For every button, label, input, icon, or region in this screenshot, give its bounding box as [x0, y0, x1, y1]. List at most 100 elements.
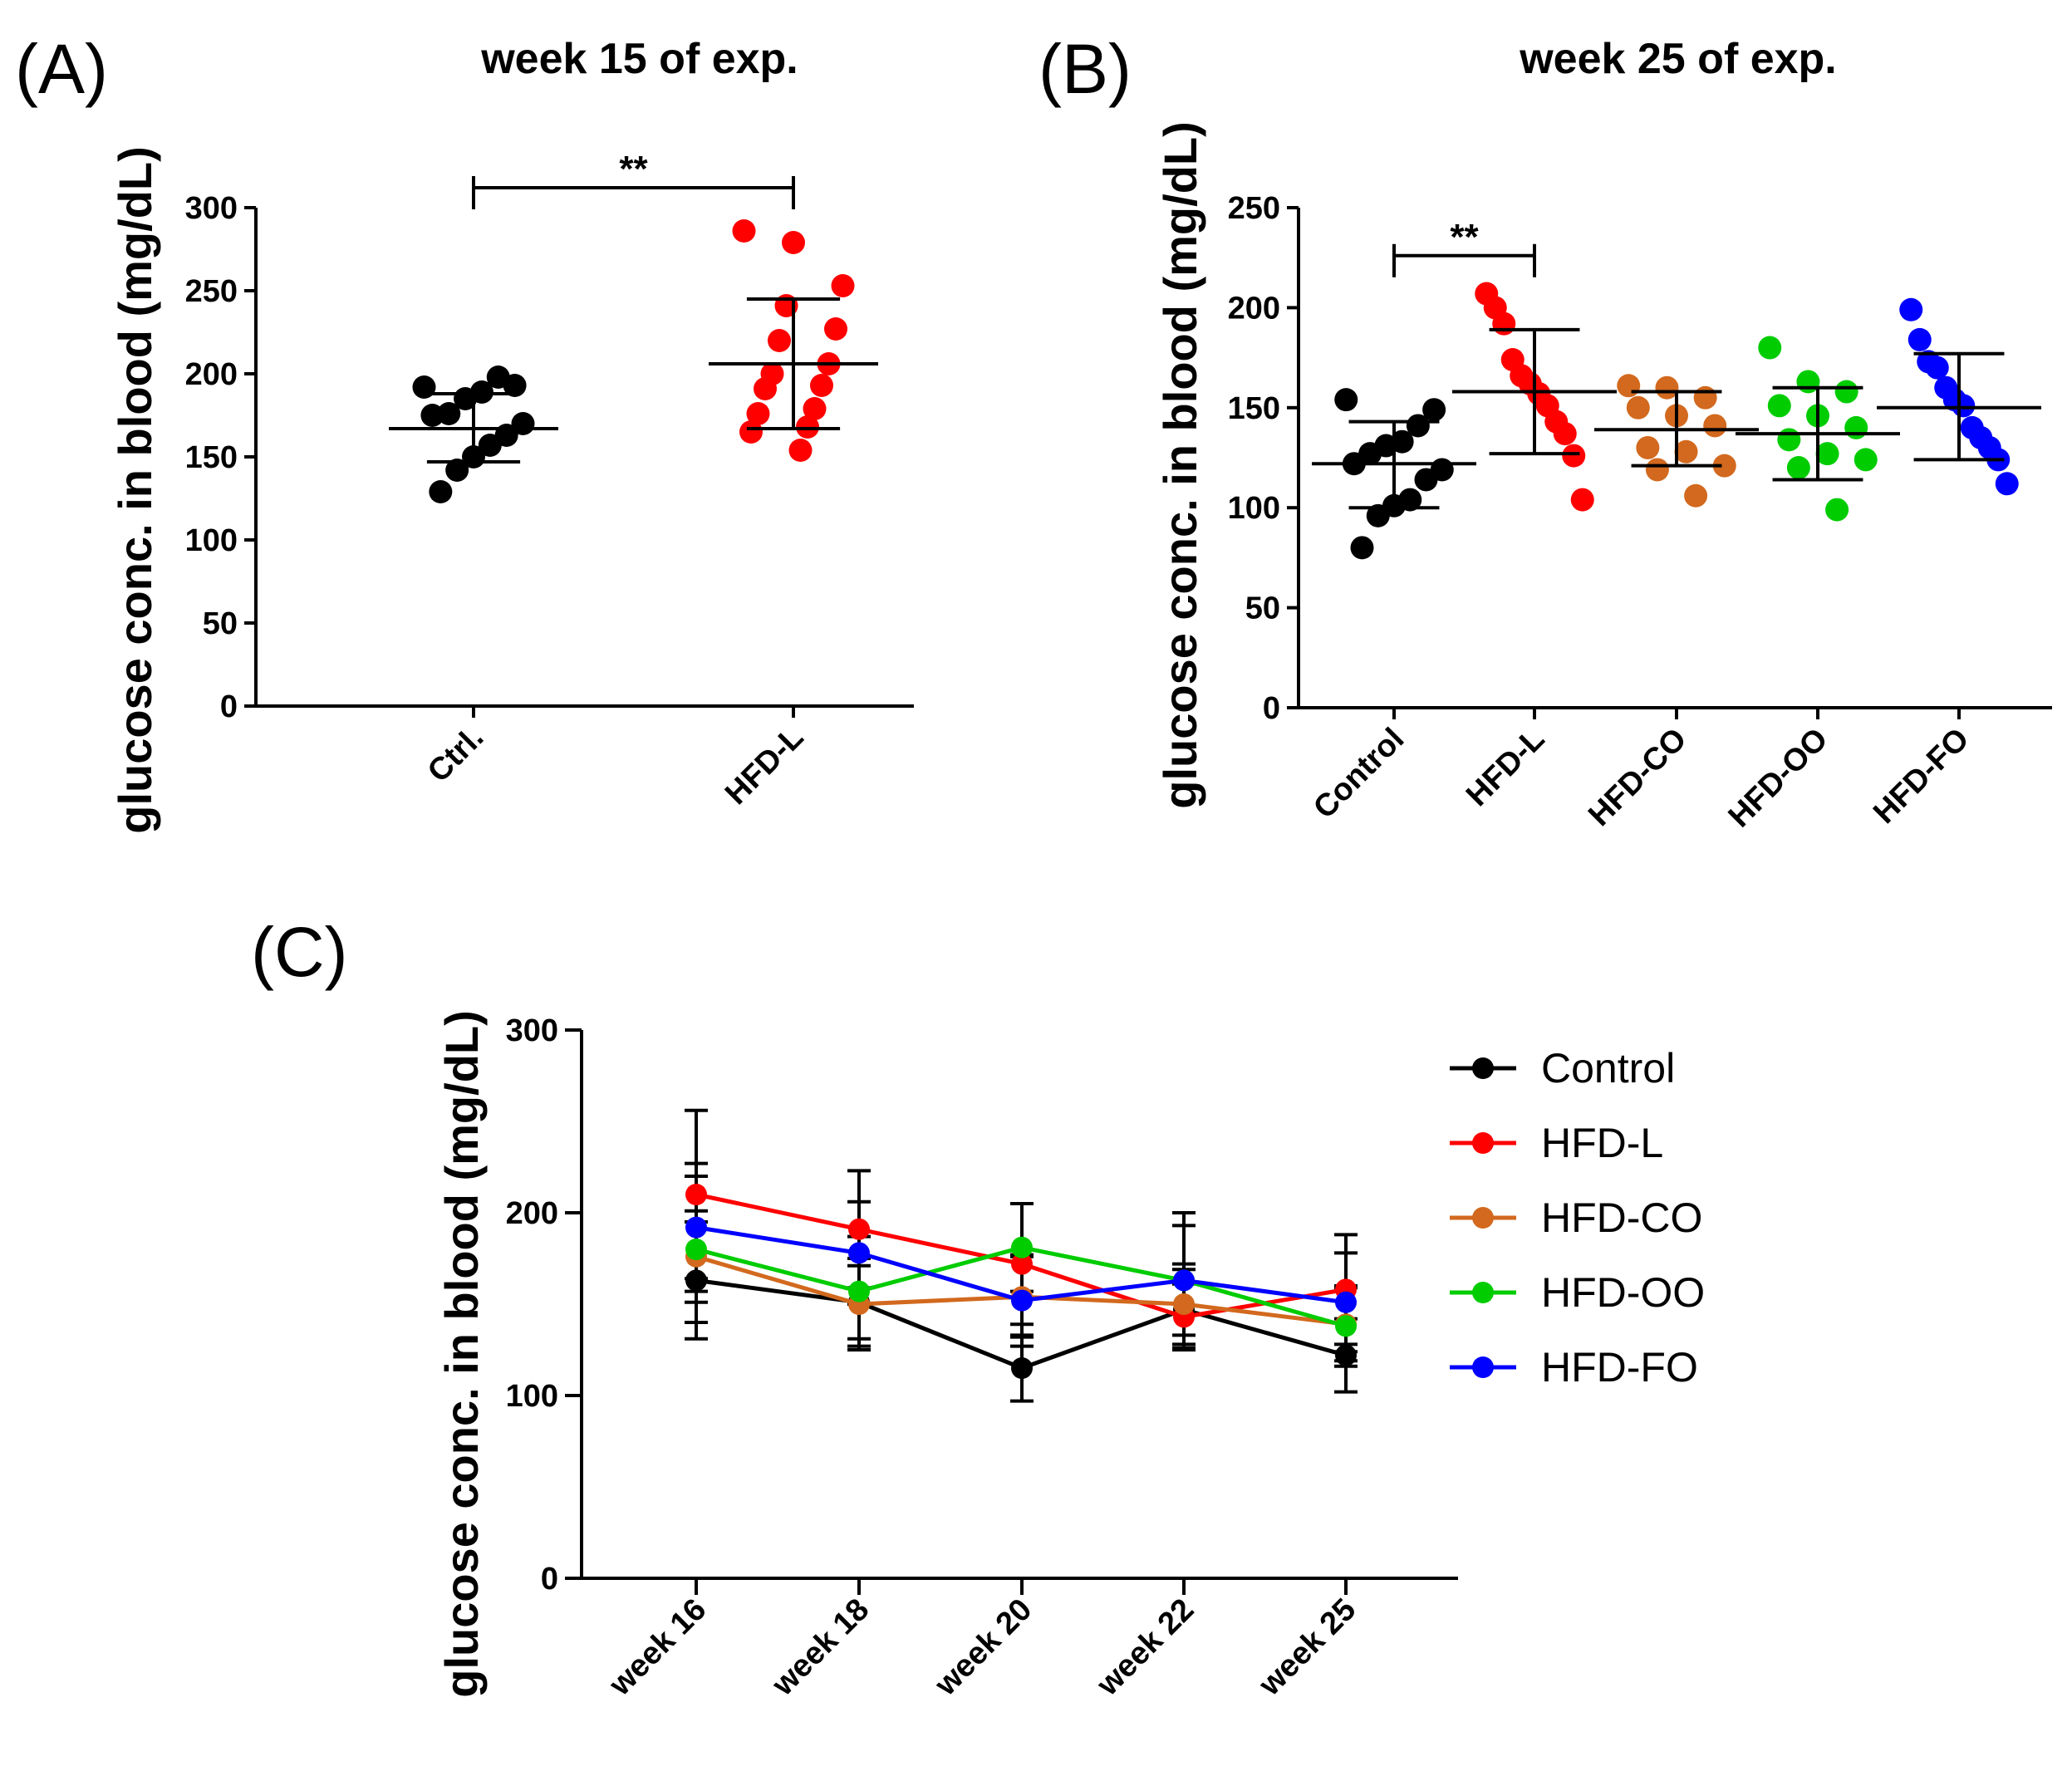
panelC-category-label: week 16: [602, 1592, 713, 1703]
panelA-data-point: [754, 377, 777, 400]
panelA-data-point: [478, 434, 502, 457]
panel-a-letter: (A): [15, 30, 108, 108]
legend-label: HFD-CO: [1541, 1195, 1702, 1241]
panelB-data-point: [1562, 444, 1586, 468]
panelB-data-point: [1952, 394, 1976, 418]
panelB-data-point: [1693, 385, 1717, 410]
panel-a-axes: 0 50 100 150 200 250 300 Ctrl. HFD-L: [185, 191, 914, 812]
panelC-y-tick-label: 200: [506, 1196, 558, 1231]
legend-label: HFD-OO: [1541, 1269, 1705, 1316]
panelB-y-tick-label: 100: [1228, 491, 1280, 526]
panelA-data-point: [803, 397, 827, 420]
panelC-category-label: week 20: [928, 1592, 1038, 1703]
panelC-data-point: [1173, 1293, 1195, 1315]
panel-a-title: week 15 of exp.: [480, 35, 798, 83]
panelB-category-label: HFD-L: [1460, 722, 1551, 813]
panelC-data-point: [848, 1280, 870, 1302]
panelA-y-tick-label: 50: [203, 606, 238, 641]
panelC-data-point: [1173, 1269, 1195, 1292]
panelA-y-tick-label: 200: [185, 357, 238, 392]
panelB-data-point: [1414, 468, 1438, 492]
panel-b-title: week 25 of exp.: [1519, 35, 1837, 83]
panelB-data-point: [1758, 336, 1782, 360]
panelB-data-point: [1655, 375, 1679, 400]
panelB-data-point: [1636, 435, 1660, 459]
legend-marker: [1472, 1282, 1494, 1303]
panelC-y-tick-label: 0: [541, 1562, 558, 1597]
panelB-data-point: [1626, 395, 1650, 419]
panelB-category-label: Control: [1307, 722, 1411, 826]
panelB-data-point: [1570, 488, 1594, 512]
panelB-data-point: [1786, 456, 1810, 480]
panelC-data-point: [1335, 1315, 1357, 1337]
panelC-category-label: week 25: [1252, 1592, 1363, 1703]
panelB-data-point: [1492, 312, 1516, 336]
legend-label: HFD-L: [1541, 1120, 1663, 1166]
panelA-data-point: [810, 374, 833, 397]
panel-b-axes: 0 50 100 150 200 250 Control HFD-L HFD-CO HFD-OO H…: [1228, 191, 2052, 834]
panelB-data-point: [1995, 472, 2019, 496]
legend-marker: [1472, 1132, 1494, 1154]
panelC-y-tick-label: 100: [506, 1379, 558, 1414]
panelA-y-tick-label: 150: [185, 440, 238, 475]
panelC-data-point: [685, 1184, 707, 1205]
panel-a: (A) week 15 of exp. glucose conc. in blo…: [15, 30, 914, 834]
panelC-y-tick-label: 300: [506, 1013, 558, 1048]
panelB-y-tick-label: 150: [1228, 391, 1280, 426]
panelC-data-point: [685, 1216, 707, 1239]
panelB-data-point: [1815, 442, 1839, 466]
panelB-data-point: [1899, 297, 1923, 321]
panelA-data-point: [445, 459, 469, 482]
panelA-y-tick-label: 0: [220, 689, 238, 724]
panelB-data-point: [1617, 374, 1641, 398]
panelB-significance-label: **: [1450, 217, 1479, 258]
panelC-data-point: [848, 1218, 870, 1240]
panelB-data-point: [1834, 380, 1858, 404]
panel-b-marks: **: [1312, 217, 2041, 560]
panelC-data-point: [1011, 1357, 1033, 1379]
panelA-data-point: [746, 402, 770, 425]
panelA-data-point: [831, 274, 855, 297]
panel-c-y-axis-label: glucose conc. in blood (mg/dL): [435, 1010, 488, 1698]
panelB-y-tick-label: 250: [1228, 191, 1280, 226]
panelB-category-label: HFD-FO: [1867, 722, 1976, 831]
panelB-category-label: HFD-CO: [1582, 722, 1693, 833]
panel-a-marks: **: [389, 149, 878, 503]
panelB-data-point: [1703, 414, 1727, 438]
panelC-data-point: [1335, 1344, 1357, 1366]
panelA-data-point: [429, 480, 453, 503]
panelB-data-point: [1422, 398, 1446, 422]
panel-b-letter: (B): [1038, 30, 1132, 108]
panelB-data-point: [1844, 415, 1868, 439]
legend-label: HFD-FO: [1541, 1344, 1698, 1391]
panel-a-y-axis-label: glucose conc. in blood (mg/dL): [109, 146, 161, 834]
panel-b: (B) week 25 of exp. glucose conc. in blo…: [1038, 30, 2052, 834]
panelB-data-point: [1712, 454, 1736, 478]
legend-marker: [1472, 1356, 1494, 1378]
panelA-y-tick-label: 100: [185, 523, 238, 558]
panelA-category-label: HFD-L: [719, 720, 810, 812]
panelA-data-point: [782, 231, 805, 254]
panelB-data-point: [1825, 498, 1849, 522]
panelA-data-point: [824, 317, 847, 341]
panel-c-marks: [685, 1108, 1358, 1403]
panelA-data-point: [788, 439, 813, 462]
panelA-category-label: Ctrl.: [421, 720, 490, 789]
legend-marker: [1472, 1207, 1494, 1229]
panelB-y-tick-label: 0: [1263, 691, 1280, 726]
panelB-data-point: [1334, 388, 1358, 412]
panel-c-legend: Control HFD-L HFD-CO HFD-OO HFD-FO: [1450, 1045, 1705, 1391]
panelA-data-point: [732, 219, 756, 243]
panelB-data-point: [1925, 356, 1949, 380]
legend-label: Control: [1541, 1045, 1675, 1091]
panelC-data-point: [1335, 1291, 1357, 1313]
panelA-y-tick-label: 250: [185, 274, 238, 309]
panelC-data-point: [848, 1242, 870, 1264]
panelB-data-point: [1854, 448, 1878, 472]
panelB-data-point: [1908, 327, 1932, 351]
panelB-data-point: [1366, 503, 1390, 527]
legend-marker: [1472, 1057, 1494, 1079]
panelB-data-point: [1777, 428, 1801, 452]
panel-c: (C) glucose conc. in blood (mg/dL) 0 100 2…: [251, 913, 1705, 1703]
